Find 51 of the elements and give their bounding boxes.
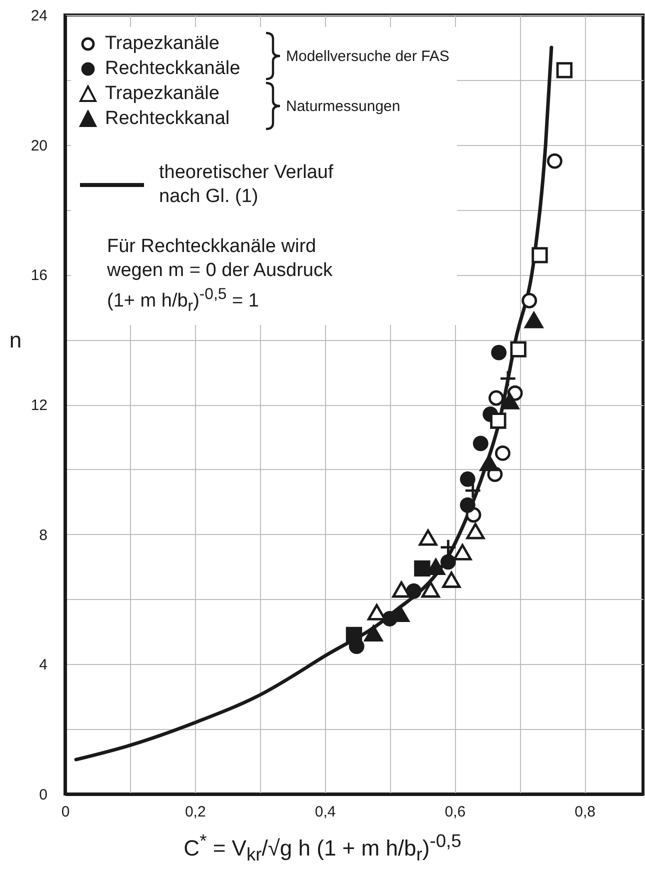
- point: [414, 560, 430, 577]
- point: [453, 544, 472, 560]
- legend-label: Trapezkanäle: [105, 82, 220, 106]
- point: [392, 581, 411, 598]
- y-tick-label: 0: [39, 786, 48, 804]
- x-tick-label: 0,2: [184, 804, 206, 820]
- legend-label: Rechteckkanäle: [105, 57, 240, 81]
- point: [522, 292, 538, 308]
- point: [406, 583, 422, 599]
- point: [524, 312, 544, 328]
- y-tick-label: 16: [30, 267, 48, 284]
- point: [510, 341, 526, 358]
- point: [500, 393, 520, 410]
- annotation: Naturmessungen: [286, 98, 400, 114]
- point: [499, 370, 517, 388]
- point: [546, 153, 562, 169]
- y-tick-label: 20: [30, 137, 48, 154]
- point: [466, 522, 485, 540]
- point: [532, 247, 548, 264]
- point: [440, 554, 456, 570]
- y-tick-label: 4: [39, 656, 48, 674]
- y-tick-label: 12: [30, 397, 48, 414]
- point: [460, 471, 476, 487]
- point: [488, 390, 504, 406]
- point: [491, 344, 507, 360]
- point: [464, 482, 482, 500]
- point: [556, 62, 573, 78]
- point: [490, 412, 506, 429]
- x-tick-label: 0,8: [574, 804, 596, 820]
- point: [418, 529, 438, 546]
- legend-label: theoretischer Verlauf nach Gl. (1): [159, 161, 334, 209]
- point: [346, 626, 362, 644]
- point: [442, 572, 461, 588]
- point: [472, 436, 488, 452]
- point: [440, 538, 457, 556]
- x-axis-title: C$^{*}$ = V$_{kr}$/√g h (1 + m h/b$_{r}$)$^{-0,5}$: [182, 830, 462, 866]
- annotation: Für Rechteckkanäle wird wegen m = 0 der Ausdruck (1+ m h/b$_{r}$)$^{-0,5}$ = 1: [107, 235, 334, 318]
- legend-label: Rechteckkanal: [105, 107, 230, 131]
- y-tick-label: 24: [30, 8, 48, 24]
- x-tick-label: 0,6: [444, 804, 466, 820]
- annotation: Modellversuche der FAS: [286, 48, 450, 64]
- point: [364, 625, 383, 642]
- point: [480, 454, 498, 472]
- x-tick-label: 0,4: [314, 804, 336, 820]
- point: [495, 445, 510, 461]
- point: [421, 581, 440, 598]
- legend-label: Trapezkanäle: [105, 32, 220, 56]
- y-tick-label: 8: [39, 526, 48, 544]
- x-tick-label: 0: [61, 804, 70, 820]
- y-axis-title: n: [9, 328, 22, 352]
- point: [460, 497, 476, 513]
